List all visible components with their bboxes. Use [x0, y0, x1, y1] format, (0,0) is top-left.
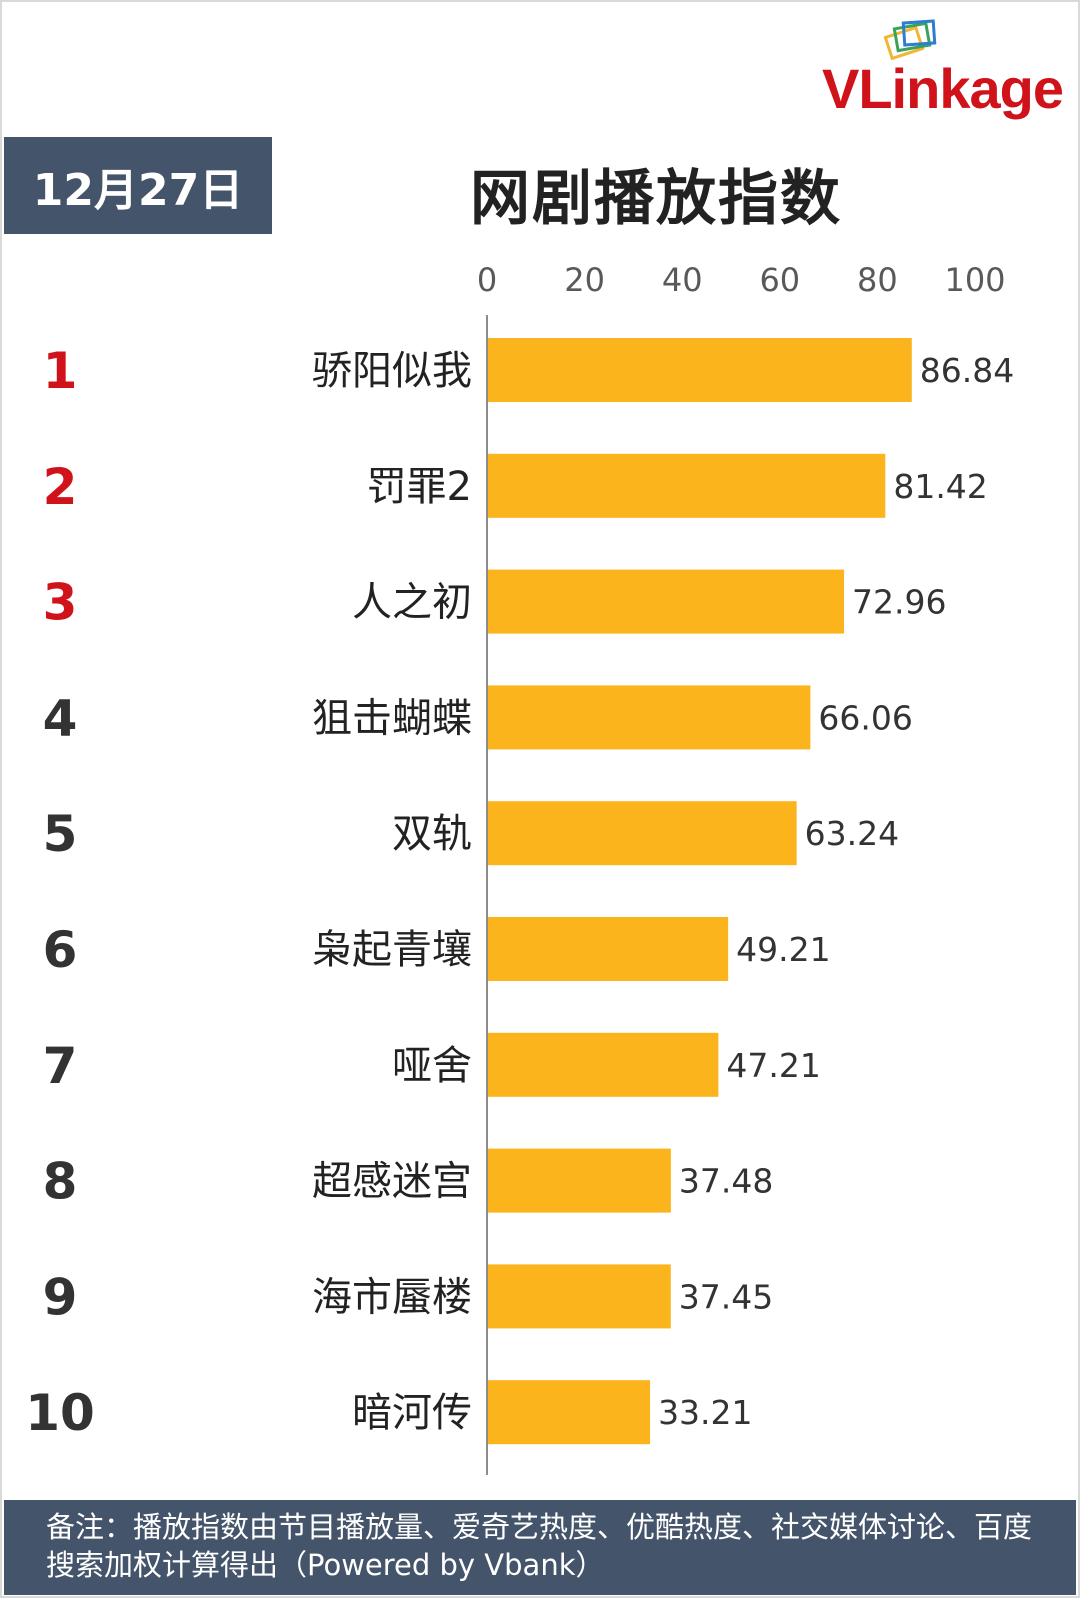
bar: [488, 1264, 671, 1329]
value-label: 66.06: [818, 698, 912, 737]
category-label: 海市蜃楼: [312, 1274, 472, 1320]
value-label: 37.45: [679, 1277, 773, 1316]
category-label: 超感迷宫: [312, 1159, 472, 1205]
x-tick-label: 0: [477, 261, 497, 299]
x-tick-label: 80: [857, 261, 898, 299]
x-tick-label: 60: [759, 261, 800, 299]
bar: [488, 453, 886, 518]
bar: [488, 1148, 671, 1213]
value-label: 72.96: [852, 583, 946, 622]
value-label: 63.24: [805, 814, 899, 853]
category-label: 骄阳似我: [312, 348, 472, 394]
value-label: 47.21: [726, 1046, 820, 1085]
bar: [488, 338, 912, 402]
category-label: 暗河传: [352, 1390, 472, 1436]
bar: [488, 569, 845, 634]
x-tick-label: 100: [944, 261, 1005, 299]
rank-number: 9: [43, 1268, 78, 1326]
category-label: 人之初: [352, 580, 472, 626]
value-label: 49.21: [736, 930, 830, 969]
category-label: 哑舍: [392, 1043, 472, 1089]
rank-number: 2: [43, 458, 78, 516]
category-label: 罚罪2: [367, 464, 472, 510]
value-label: 81.42: [893, 467, 987, 506]
x-tick-label: 40: [662, 261, 703, 299]
category-label: 双轨: [392, 811, 472, 857]
x-tick-label: 20: [564, 261, 605, 299]
category-label: 枭起青壤: [312, 927, 472, 973]
bar: [488, 1032, 719, 1097]
date-badge: 12月27日: [4, 137, 272, 234]
rank-number: 3: [43, 574, 78, 632]
chart-title: 网剧播放指数: [470, 164, 842, 234]
rank-number: 1: [43, 342, 78, 400]
footer-note: 备注：播放指数由节目播放量、爱奇艺热度、优酷热度、社交媒体讨论、百度搜索加权计算…: [4, 1500, 1076, 1595]
category-label: 狙击蝴蝶: [312, 695, 472, 741]
logo-text: VLinkage: [822, 57, 1064, 120]
bar: [488, 685, 811, 750]
value-label: 37.48: [679, 1162, 773, 1201]
rank-number: 4: [43, 689, 78, 747]
logo-frames-icon: [883, 19, 937, 61]
value-label: 86.84: [920, 351, 1014, 390]
rank-number: 10: [25, 1384, 95, 1442]
bar: [488, 1380, 651, 1445]
vlinkage-logo: VLinkage: [820, 18, 1070, 120]
rank-number: 5: [43, 805, 78, 863]
rank-number: 7: [43, 1037, 78, 1095]
rank-number: 6: [43, 921, 78, 979]
bar: [488, 801, 797, 866]
bar-chart: 0 20 40 60 80 100 86.84 骄阳似我 1 81.42 罚罪2 2 72.96 人之初 3…: [25, 261, 1014, 1475]
bar: [488, 917, 729, 981]
value-label: 33.21: [658, 1393, 752, 1432]
rank-number: 8: [43, 1153, 78, 1211]
